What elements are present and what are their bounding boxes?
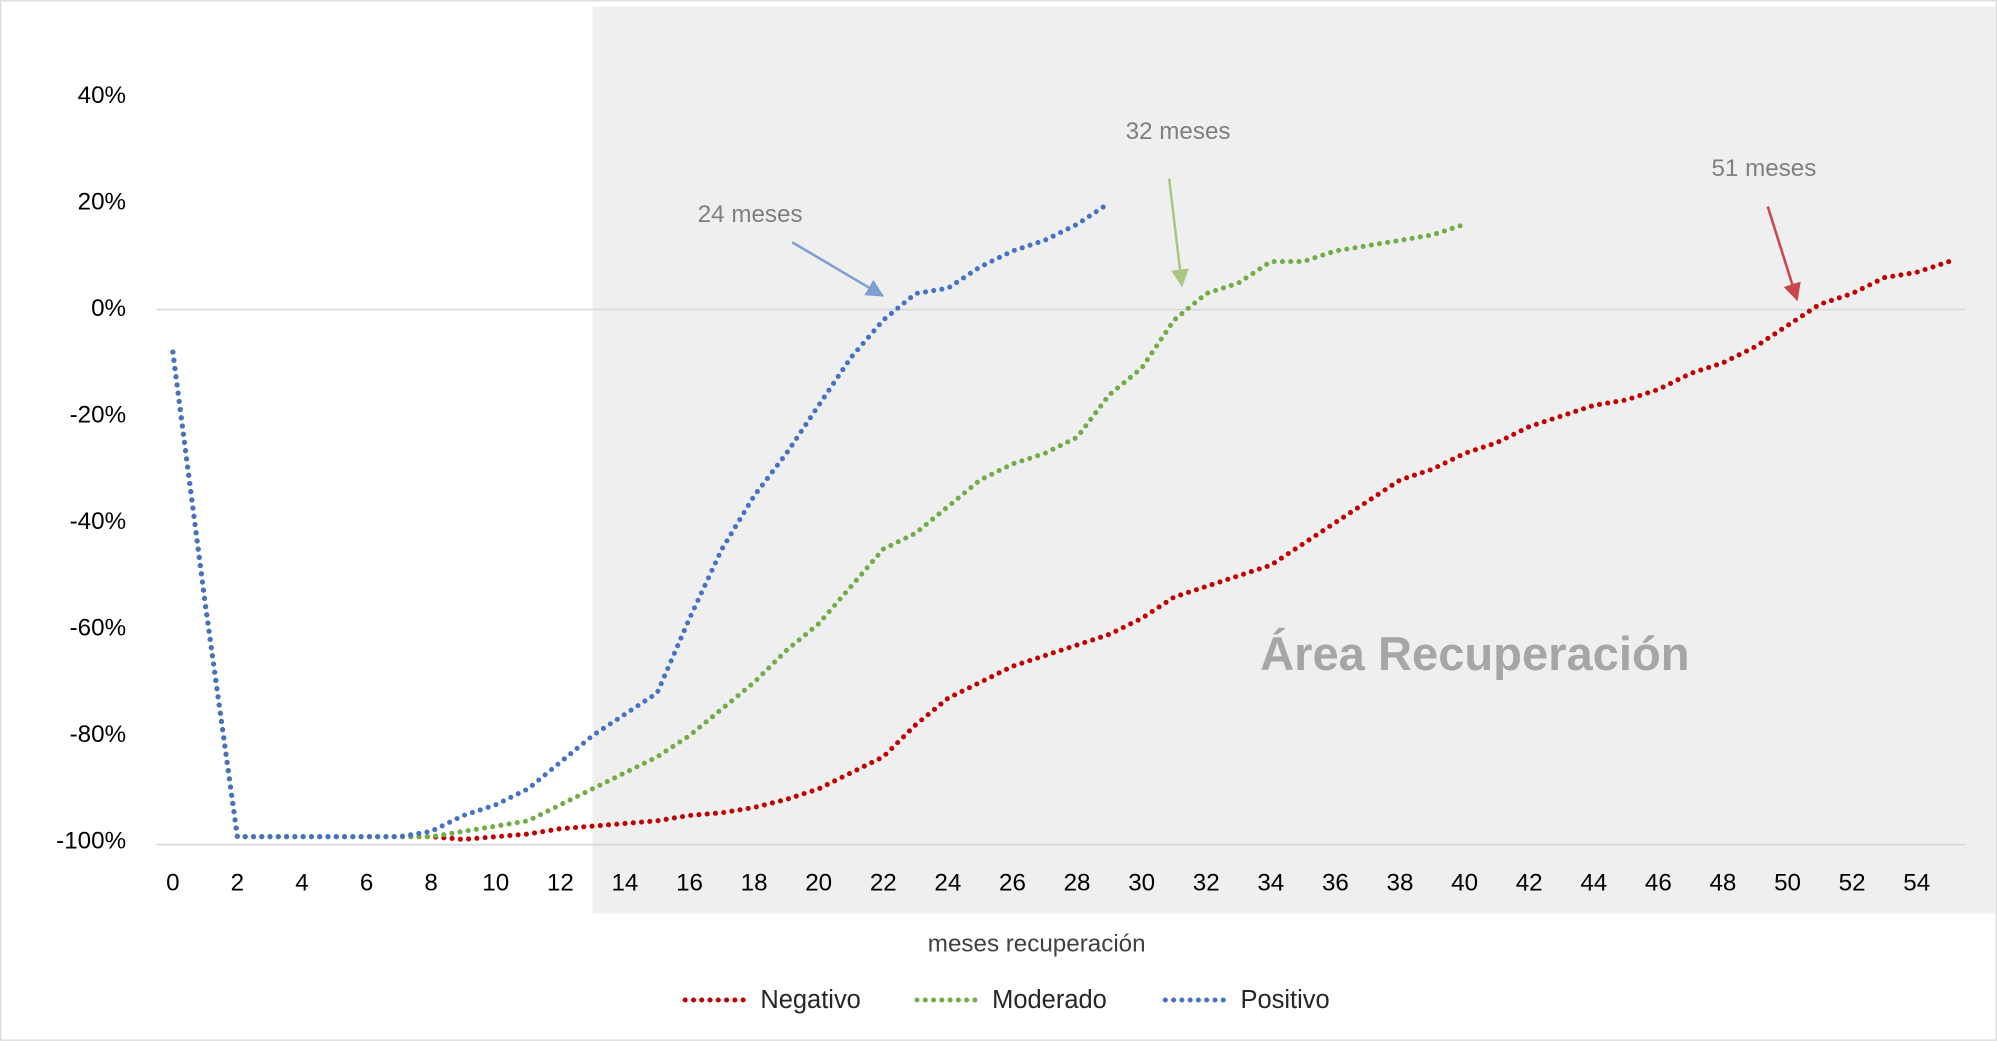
x-tick-label: 50 [1774,870,1801,897]
x-tick-label: 16 [676,870,703,897]
x-tick-label: 10 [482,870,509,897]
x-tick-label: 52 [1839,870,1866,897]
x-tick-label: 4 [295,870,308,897]
x-tick-label: 20 [805,870,832,897]
x-tick-label: 44 [1580,870,1607,897]
x-tick-label: 2 [231,870,244,897]
x-tick-label: 32 [1193,870,1220,897]
y-tick-label: -100% [56,827,126,854]
y-tick-label: 20% [78,188,126,215]
y-tick-label: -60% [70,614,126,641]
annotation-arrow [1167,178,1189,288]
x-tick-label: 46 [1645,870,1672,897]
x-tick-label: 22 [870,870,897,897]
annotation-text: 24 meses [698,201,803,228]
y-tick-label: 0% [91,295,126,322]
series-line [170,200,1112,840]
annotation-arrow [1766,206,1801,302]
x-tick-label: 8 [424,870,437,897]
x-tick-label: 42 [1516,870,1543,897]
x-tick-label: 14 [611,870,638,897]
annotation-text: 51 meses [1711,155,1816,182]
legend-label: Negativo [760,986,861,1014]
x-tick-label: 30 [1128,870,1155,897]
x-tick-label: 38 [1387,870,1414,897]
x-tick-label: 26 [999,870,1026,897]
x-tick-label: 36 [1322,870,1349,897]
y-tick-label: -40% [70,508,126,535]
x-tick-label: 24 [934,870,961,897]
x-tick-label: 48 [1709,870,1736,897]
x-tick-label: 12 [547,870,574,897]
x-tick-label: 40 [1451,870,1478,897]
y-tick-label: -20% [70,401,126,428]
x-tick-label: 28 [1064,870,1091,897]
y-tick-label: 40% [78,82,126,109]
x-tick-label: 54 [1903,870,1930,897]
recovery-area [592,6,1996,914]
series-line [170,259,1952,842]
annotation-text: 32 meses [1126,118,1231,145]
x-axis-title: meses recuperación [928,931,1146,958]
annotation-arrow [791,241,885,297]
x-tick-label: 34 [1257,870,1284,897]
recovery-area-label: Área Recuperación [1260,627,1689,680]
y-tick-label: -80% [70,721,126,748]
legend-label: Moderado [992,986,1107,1014]
x-tick-label: 18 [741,870,768,897]
x-tick-label: 6 [360,870,373,897]
x-tick-label: 0 [166,870,179,897]
legend-label: Positivo [1240,986,1329,1014]
